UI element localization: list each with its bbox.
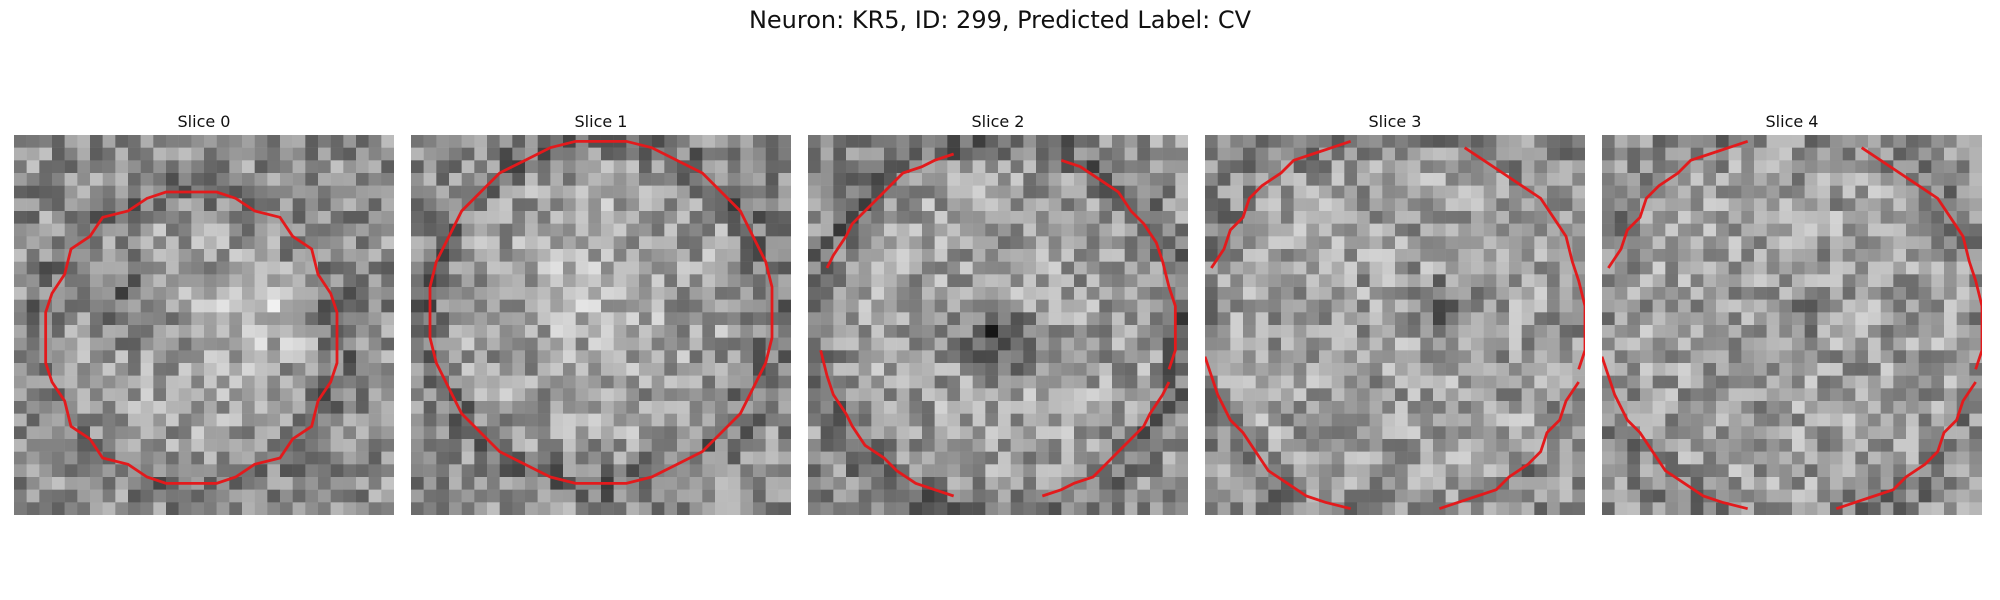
slice-title-4: Slice 4 [1765, 112, 1819, 131]
slice-title-3: Slice 3 [1368, 112, 1422, 131]
slice-image-3 [1205, 135, 1585, 515]
segmentation-contour-3-b [1463, 146, 1585, 370]
slice-image-0 [14, 135, 394, 515]
figure-title: Neuron: KR5, ID: 299, Predicted Label: C… [748, 6, 1252, 34]
segmentation-contour-2-a [825, 152, 955, 269]
segmentation-contour-2-b [1060, 159, 1177, 370]
segmentation-contour-1 [428, 139, 774, 485]
slice-title-2: Slice 2 [971, 112, 1025, 131]
segmentation-contour-4-b [1860, 146, 1982, 370]
segmentation-contour-0 [44, 190, 339, 485]
slice-panel-4: Slice 4 [1602, 111, 1982, 515]
segmentation-contour-3-a [1210, 140, 1352, 269]
segmentation-contour-4-d [1602, 356, 1749, 511]
slice-panel-1: Slice 1 [411, 111, 791, 515]
slice-panel-0: Slice 0 [14, 111, 394, 515]
slice-panel-3: Slice 3 [1205, 111, 1585, 515]
segmentation-contour-4-c [1835, 381, 1977, 510]
segmentation-contour-3-c [1438, 381, 1580, 510]
segmentation-contour-2-d [819, 349, 955, 498]
slice-image-1 [411, 135, 791, 515]
slice-panel-2: Slice 2 [808, 111, 1188, 515]
slice-title-1: Slice 1 [574, 112, 628, 131]
segmentation-contour-2-c [1041, 381, 1171, 498]
slice-image-2 [808, 135, 1188, 515]
slice-title-0: Slice 0 [177, 112, 231, 131]
segmentation-contour-3-d [1205, 356, 1352, 511]
slice-image-4 [1602, 135, 1982, 515]
segmentation-contour-4-a [1607, 140, 1749, 269]
